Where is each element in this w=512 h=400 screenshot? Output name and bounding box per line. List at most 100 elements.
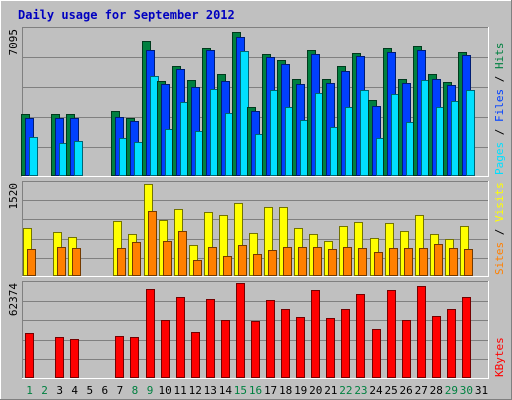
bar-sites-day-27 (419, 248, 428, 276)
day-label-30: 30 (460, 384, 473, 397)
day-label-23: 23 (354, 384, 367, 397)
y-axis-max-label: 1520 (7, 183, 20, 210)
bar-sites-day-7 (117, 248, 126, 276)
day-label-9: 9 (147, 384, 154, 397)
bar-sites-day-16 (253, 254, 262, 276)
bar-kbytes-day-24 (372, 329, 381, 378)
day-label-24: 24 (369, 384, 383, 397)
day-label-21: 21 (324, 384, 337, 397)
day-label-28: 28 (430, 384, 443, 397)
bar-kbytes-day-10 (161, 320, 170, 378)
day-label-7: 7 (117, 384, 124, 397)
panel-hits-files-pages: 7095 Pages / Files / Hits (7, 27, 506, 177)
bar-kbytes-day-18 (281, 309, 290, 378)
bar-kbytes-day-21 (326, 318, 335, 378)
bar-sites-day-9 (148, 211, 157, 276)
day-label-3: 3 (56, 384, 63, 397)
bar-kbytes-day-28 (432, 316, 441, 378)
day-label-26: 26 (400, 384, 413, 397)
day-label-14: 14 (219, 384, 233, 397)
legend-entry: KBytes (493, 337, 506, 377)
bar-kbytes-day-4 (70, 339, 79, 378)
day-label-11: 11 (174, 384, 187, 397)
side-legend: Sites / Visits (493, 182, 506, 275)
bar-sites-day-29 (449, 248, 458, 276)
panels-layer: 7095 Pages / Files / Hits 1520 Sites / Visi… (7, 27, 506, 379)
day-label-6: 6 (102, 384, 109, 397)
day-label-19: 19 (294, 384, 307, 397)
day-axis: 1 2 3 4 5 6 7 8 9 10 11 12 13 14 15 16 17 18 19 20 21 22 23 24 2… (26, 384, 488, 397)
bar-pages-day-1 (29, 137, 38, 176)
bar-kbytes-day-19 (296, 317, 305, 378)
bar-sites-day-11 (178, 231, 187, 276)
bar-kbytes-day-30 (462, 297, 471, 378)
bar-sites-day-28 (434, 244, 443, 276)
bar-kbytes-day-7 (115, 336, 124, 378)
day-label-5: 5 (86, 384, 93, 397)
day-label-31: 31 (475, 384, 488, 397)
day-label-10: 10 (158, 384, 171, 397)
bar-pages-day-4 (74, 141, 83, 176)
bar-pages-day-30 (466, 90, 475, 176)
bar-sites-day-17 (268, 250, 277, 276)
legend-entry: / (493, 222, 506, 242)
bar-sites-day-26 (404, 248, 413, 276)
legend-entry: Visits (493, 182, 506, 222)
bar-sites-day-30 (464, 249, 473, 276)
day-label-25: 25 (384, 384, 397, 397)
bar-kbytes-day-25 (387, 290, 396, 378)
bar-kbytes-day-20 (311, 290, 320, 378)
bar-kbytes-day-12 (191, 332, 200, 378)
panel-visits-sites: 1520 Sites / Visits (7, 181, 506, 277)
bar-kbytes-day-1 (25, 333, 34, 378)
legend-entry: Pages (493, 142, 506, 175)
day-label-29: 29 (445, 384, 458, 397)
bar-pages-day-8 (134, 142, 143, 176)
day-label-27: 27 (415, 384, 428, 397)
day-label-1: 1 (26, 384, 33, 397)
bar-sites-day-25 (389, 248, 398, 276)
day-label-4: 4 (71, 384, 78, 397)
day-label-17: 17 (264, 384, 277, 397)
bar-kbytes-day-27 (417, 286, 426, 378)
y-axis-max-label: 62374 (7, 283, 20, 316)
bar-kbytes-day-14 (221, 320, 230, 378)
bar-sites-day-12 (193, 260, 202, 276)
bar-kbytes-day-11 (176, 297, 185, 378)
bar-sites-day-24 (374, 252, 383, 276)
bar-sites-day-13 (208, 247, 217, 276)
bar-sites-day-4 (72, 248, 81, 276)
bar-kbytes-day-13 (206, 299, 215, 378)
bar-sites-day-3 (57, 247, 66, 276)
legend-entry: / (493, 122, 506, 142)
bar-sites-day-19 (298, 247, 307, 276)
day-label-18: 18 (279, 384, 292, 397)
day-label-13: 13 (204, 384, 217, 397)
legend-entry: / (493, 69, 506, 89)
legend-entry: Hits (493, 43, 506, 70)
bar-pages-day-23 (360, 90, 369, 176)
side-legend: KBytes (493, 337, 506, 377)
bar-kbytes-day-8 (130, 337, 139, 378)
bar-kbytes-day-26 (402, 320, 411, 378)
bar-sites-day-18 (283, 247, 292, 276)
day-label-12: 12 (189, 384, 202, 397)
day-label-22: 22 (339, 384, 352, 397)
day-label-15: 15 (234, 384, 247, 397)
bar-kbytes-day-9 (146, 289, 155, 378)
bar-kbytes-day-23 (356, 294, 365, 378)
bar-sites-day-1 (27, 249, 36, 276)
bar-kbytes-day-22 (341, 309, 350, 378)
chart-title: Daily usage for September 2012 (18, 8, 235, 22)
bar-kbytes-day-16 (251, 321, 260, 378)
bar-kbytes-day-3 (55, 337, 64, 378)
side-legend: Pages / Files / Hits (493, 43, 506, 176)
bar-sites-day-15 (238, 245, 247, 276)
bar-sites-day-23 (358, 248, 367, 276)
day-label-8: 8 (132, 384, 139, 397)
bar-sites-day-8 (132, 242, 141, 276)
day-label-2: 2 (41, 384, 48, 397)
bar-sites-day-20 (313, 247, 322, 276)
